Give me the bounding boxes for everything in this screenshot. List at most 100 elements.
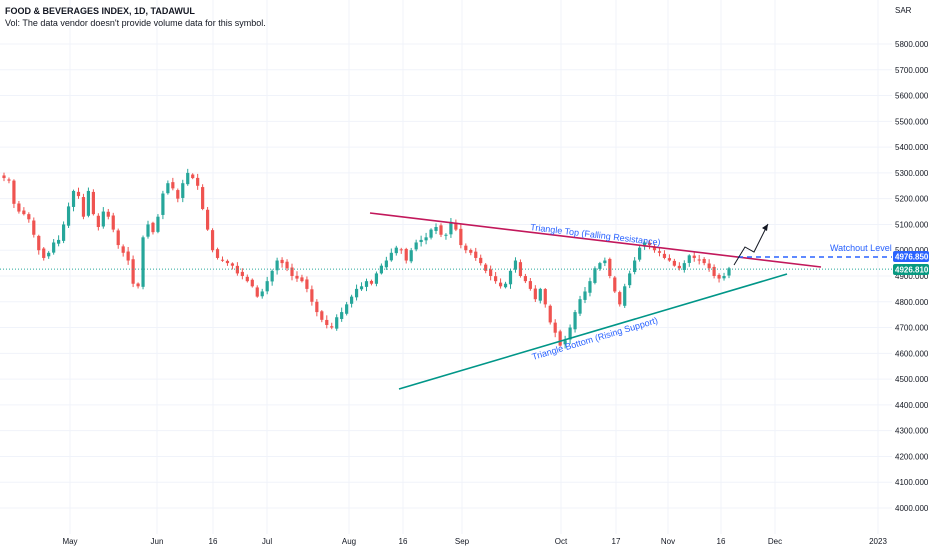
candle-body [235,265,239,274]
candle-body [116,230,120,246]
candle-body [76,191,81,197]
grid-lines [0,0,892,534]
candle-body [583,291,587,300]
candle-body [578,299,582,314]
candle-body [66,206,71,226]
candle-body [633,260,637,273]
candle-body [151,222,155,233]
candle-body [667,258,672,261]
candle-body [528,281,532,289]
candle-body [27,214,31,220]
candle-body [682,263,686,270]
candle-body [61,224,66,241]
candle-body [325,319,329,325]
candle-body [220,259,225,261]
candle-body [141,237,145,287]
candle-body [409,250,413,262]
candle-body [359,286,364,290]
candle-body [131,259,135,284]
x-tick-label: 16 [209,537,218,546]
candle-body [533,288,537,300]
y-tick-label: 4700.000 [895,324,929,333]
candle-body [563,340,567,345]
candle-body [161,193,165,215]
candle-body [315,301,319,313]
projection-arrow [733,223,769,266]
candle-body [22,210,26,215]
candle-body [503,283,508,288]
candle-body [81,197,86,217]
y-axis: 5800.000 5700.000 5600.000 5500.000 5400.000… [895,40,929,513]
candle-body [280,259,284,264]
candle-body [618,292,622,305]
y-tick-label: 5500.000 [895,117,929,126]
y-tick-label: 4800.000 [895,298,929,307]
candle-body [558,331,562,346]
candle-body [350,296,354,304]
candle-body [638,247,642,260]
current-price-value: 4926.810 [895,266,929,275]
candle-body [399,249,403,251]
candle-body [305,279,309,289]
resistance-line [369,212,822,268]
x-tick-label: Jun [151,537,164,546]
x-tick-label: Nov [661,537,675,546]
projection-arrowhead [762,224,768,231]
candle-body [543,289,547,305]
candle-body [613,277,617,292]
y-tick-label: 4900.000 [895,272,929,281]
x-tick-label: Oct [555,537,568,546]
candle-body [657,251,662,253]
candle-body [513,260,518,270]
candle-body [37,235,41,251]
candle-body [71,190,76,207]
candle-body [548,305,552,323]
y-tick-label: 5800.000 [895,40,929,49]
candle-body [454,222,458,230]
candle-body [57,239,61,244]
candle-body [538,288,542,301]
candle-body [707,263,711,269]
candle-body [111,215,115,230]
candle-body [628,273,632,286]
candle-body [722,276,726,279]
y-tick-label: 5300.000 [895,169,929,178]
x-tick-label: 2023 [869,537,887,546]
candle-body [205,209,210,230]
candle-body [717,274,721,279]
support-line [398,273,788,390]
y-tick-label: 4000.000 [895,504,929,513]
y-tick-label: 4300.000 [895,427,929,436]
candle-body [414,242,418,250]
candle-body [404,248,408,261]
watchout-badge[interactable] [893,251,929,262]
candle-body [419,239,423,243]
candle-body [47,252,51,257]
candle-body [12,180,16,204]
candle-body [2,175,6,179]
candle-body [389,252,393,261]
candle-body [156,216,160,232]
candle-body [672,260,676,266]
candle-body [652,246,657,251]
candle-body [498,282,503,287]
y-tick-label: 4100.000 [895,478,929,487]
candle-body [374,273,379,284]
candle-body [642,242,647,247]
candle-body [136,283,140,287]
candle-body [300,277,304,282]
x-tick-label: 16 [717,537,726,546]
candle-body [265,281,269,292]
candle-body [215,249,220,258]
candle-body [702,258,706,264]
candle-body [340,312,344,319]
current-price-badge[interactable] [893,264,929,275]
y-tick-label: 5100.000 [895,220,929,229]
candle-body [593,268,597,283]
watchout-label: Watchout Level [830,243,892,253]
candle-body [484,264,488,271]
y-tick-label: 5400.000 [895,143,929,152]
candle-body [369,280,374,284]
x-tick-label: Dec [768,537,782,546]
